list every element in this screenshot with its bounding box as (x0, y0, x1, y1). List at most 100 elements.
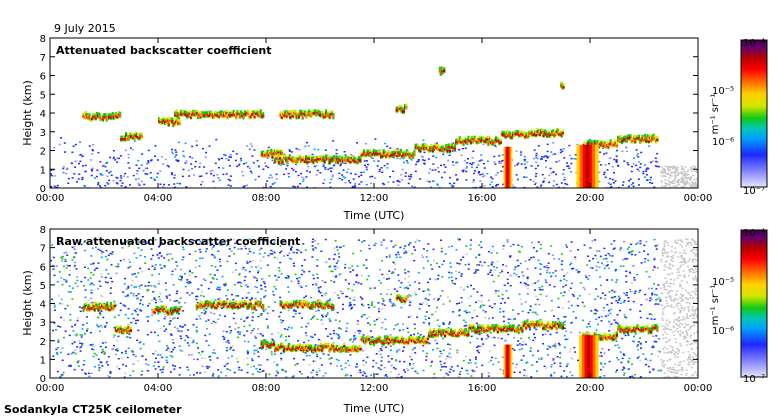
noise-pixel-1 (672, 185, 675, 187)
cloud-core-1-10 (471, 138, 474, 142)
heatmap-pixel-2 (275, 374, 278, 377)
cloud-core-1-4 (198, 113, 201, 117)
noise-pixel-1 (664, 179, 667, 181)
heatmap-pixel-2 (184, 285, 187, 288)
heatmap-pixel-1 (645, 170, 648, 172)
heatmap-pixel-2 (233, 284, 236, 286)
heatmap-pixel-1 (483, 167, 486, 169)
heatmap-pixel-2 (611, 255, 614, 257)
heatmap-pixel-2 (260, 346, 263, 349)
heatmap-pixel-2 (591, 240, 594, 242)
heatmap-pixel-2 (137, 247, 140, 249)
heatmap-pixel-2 (356, 323, 359, 325)
heatmap-pixel-2 (544, 310, 547, 312)
cloud-core-1-9 (439, 148, 442, 152)
heatmap-pixel-2 (206, 328, 208, 330)
heatmap-pixel-2 (539, 243, 542, 246)
heatmap-pixel-2 (425, 359, 428, 361)
heatmap-pixel-2 (291, 376, 294, 378)
heatmap-pixel-1 (542, 181, 545, 183)
heatmap-pixel-2 (456, 262, 459, 264)
heatmap-pixel-1 (649, 181, 652, 184)
heatmap-pixel-2 (252, 327, 255, 330)
heatmap-pixel-2 (201, 290, 204, 293)
heatmap-pixel-1 (421, 156, 424, 158)
heatmap-pixel-1 (302, 178, 305, 180)
heatmap-pixel-1 (626, 150, 628, 153)
heatmap-pixel-2 (436, 319, 439, 321)
cloud-core-1-5 (279, 113, 282, 117)
noise-pixel-1 (688, 184, 691, 186)
heatmap-pixel-2 (246, 371, 249, 374)
heatmap-pixel-2 (218, 288, 221, 291)
heatmap-pixel-1 (632, 185, 635, 188)
heatmap-pixel-2 (213, 278, 216, 280)
heatmap-pixel-2 (295, 252, 298, 254)
heatmap-pixel-2 (244, 276, 247, 278)
heatmap-pixel-2 (357, 329, 360, 332)
heatmap-pixel-1 (536, 186, 539, 188)
heatmap-pixel-2 (200, 242, 203, 244)
heatmap-pixel-2 (117, 265, 120, 268)
heatmap-pixel-2 (353, 334, 356, 337)
cloud-core-1-7 (292, 160, 295, 163)
heatmap-pixel-2 (169, 354, 172, 357)
heatmap-pixel-2 (494, 290, 497, 292)
heatmap-pixel-2 (601, 348, 604, 350)
cloud-core-1-7 (359, 159, 362, 162)
heatmap-pixel-1 (364, 143, 367, 145)
heatmap-pixel-2 (317, 287, 320, 289)
cloud-core-1-3 (187, 114, 190, 117)
heatmap-pixel-2 (414, 249, 417, 251)
heatmap-pixel-2 (447, 327, 450, 329)
heatmap-pixel-2 (214, 321, 217, 324)
heatmap-pixel-1 (463, 159, 466, 162)
heatmap-pixel-2 (174, 365, 177, 367)
heatmap-pixel-2 (369, 330, 372, 332)
heatmap-pixel-2 (365, 375, 368, 377)
heatmap-pixel-2 (203, 312, 206, 315)
heatmap-pixel-2 (515, 363, 518, 366)
heatmap-pixel-2 (251, 373, 254, 375)
heatmap-pixel-2 (98, 330, 101, 332)
heatmap-pixel-2 (377, 317, 380, 319)
heatmap-pixel-2 (279, 245, 282, 247)
noise-pixel-1 (680, 186, 683, 188)
heatmap-pixel-2 (241, 297, 244, 300)
heatmap-pixel-2 (50, 259, 52, 262)
heatmap-pixel-1 (246, 184, 248, 186)
heatmap-pixel-2 (454, 283, 456, 285)
heatmap-pixel-2 (228, 248, 231, 250)
heatmap-pixel-2 (655, 288, 658, 290)
heatmap-pixel-2 (233, 312, 236, 315)
heatmap-pixel-2 (240, 318, 243, 321)
heatmap-pixel-2 (597, 261, 600, 264)
noise-pixel-2 (690, 334, 692, 337)
heatmap-pixel-1 (455, 174, 458, 176)
heatmap-pixel-1 (535, 161, 538, 164)
heatmap-pixel-2 (312, 238, 315, 240)
heatmap-pixel-1 (383, 183, 386, 186)
y-tick-label-1: 0 (40, 184, 46, 195)
noise-pixel-2 (682, 318, 685, 321)
heatmap-pixel-2 (546, 330, 549, 332)
heatmap-pixel-2 (425, 303, 428, 305)
cloud-core-1-9 (419, 149, 422, 152)
heatmap-pixel-2 (205, 340, 208, 342)
heatmap-pixel-2 (411, 348, 414, 351)
cloud-core-1-9 (434, 145, 437, 148)
heatmap-pixel-1 (401, 179, 404, 181)
heatmap-pixel-2 (341, 368, 343, 370)
heatmap-pixel-2 (648, 313, 651, 315)
cloud-core-1-14 (642, 139, 645, 142)
heatmap-pixel-2 (644, 258, 647, 260)
heatmap-pixel-1 (519, 154, 522, 156)
heatmap-pixel-2 (173, 300, 176, 302)
cloud-core-1-7 (296, 159, 299, 163)
heatmap-pixel-2 (440, 250, 443, 253)
heatmap-pixel-1 (62, 171, 65, 174)
heatmap-pixel-2 (500, 337, 503, 340)
cloud-core-1-12 (530, 131, 533, 135)
heatmap-pixel-2 (161, 242, 164, 244)
heatmap-pixel-1 (423, 159, 426, 162)
